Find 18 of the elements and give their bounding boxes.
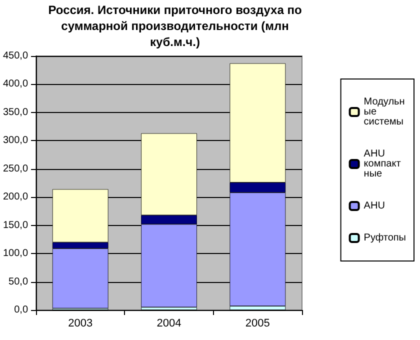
y-tick-label: 350,0 [2,106,28,118]
y-tick-label: 150,0 [2,220,28,231]
legend-label: Руфтопы [364,232,406,244]
y-tick-label: 50,0 [8,276,28,288]
y-tick-label: 400,0 [2,78,28,90]
y-tick-label: 250,0 [2,163,28,174]
legend-label: Модульные системы [364,96,405,128]
legend-label: AHU [364,200,385,212]
chart-title: Россия. Источники приточного воздуха по суммарной производительности (млн куб.м.ч.) [47,2,303,50]
y-tick-label: 200,0 [2,192,28,203]
y-tick-label: 450,0 [2,50,28,62]
legend-label: AHU компактные [364,148,402,180]
x-tick-label: 2003 [68,318,93,330]
x-tick-label: 2005 [245,318,270,330]
y-tick-label: 300,0 [2,135,28,146]
y-tick-label: 0,0 [14,304,28,316]
y-tick-label: 100,0 [2,248,28,260]
x-tick-label: 2004 [156,318,182,330]
